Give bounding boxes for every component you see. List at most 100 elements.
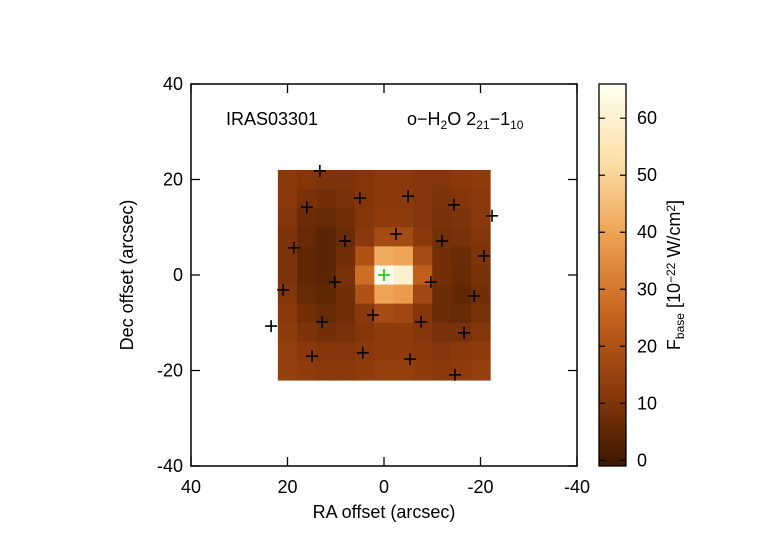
heatmap-cell bbox=[335, 284, 356, 305]
marker bbox=[328, 276, 341, 289]
text-segment: F bbox=[664, 339, 684, 350]
heatmap-cell bbox=[432, 284, 453, 305]
heatmap-cell bbox=[316, 284, 337, 305]
marker bbox=[316, 315, 329, 328]
heatmap-cell bbox=[412, 284, 433, 305]
marker bbox=[353, 192, 366, 205]
heatmap-cell bbox=[374, 341, 395, 362]
heatmap-cell bbox=[335, 189, 356, 209]
marker bbox=[435, 235, 448, 248]
heatmap-cell bbox=[374, 322, 395, 343]
heatmap-cell bbox=[335, 265, 356, 286]
heatmap-cell bbox=[277, 189, 298, 209]
y-tick-label: 20 bbox=[163, 170, 183, 190]
heatmap-cell bbox=[297, 208, 317, 228]
marker bbox=[477, 249, 490, 262]
marker bbox=[378, 269, 390, 281]
colorbar-title: Fbase [10−22 W/cm2] bbox=[664, 200, 687, 350]
colorbar-tick-label: 0 bbox=[637, 450, 647, 470]
heatmap-cell bbox=[470, 208, 491, 228]
heatmap-cell bbox=[297, 189, 317, 209]
heatmap-cell bbox=[316, 189, 337, 209]
x-tick-label: -40 bbox=[564, 477, 590, 497]
heatmap-cell bbox=[451, 303, 472, 324]
colorbar-tick-label: 50 bbox=[637, 165, 657, 185]
heatmap-cell bbox=[374, 208, 395, 228]
heatmap-cell bbox=[451, 284, 472, 305]
heatmap-cell bbox=[277, 227, 298, 247]
heatmap-cell bbox=[355, 169, 375, 190]
heatmap-cell bbox=[432, 303, 453, 324]
heatmap-cell bbox=[393, 189, 414, 209]
heatmap-cell bbox=[470, 303, 491, 324]
heatmap-cell bbox=[432, 189, 453, 209]
heatmap-cell bbox=[451, 208, 472, 228]
heatmap-cell bbox=[316, 265, 337, 286]
heatmap-cell bbox=[355, 360, 375, 381]
heatmap-cell bbox=[316, 246, 337, 266]
heatmap-cell bbox=[412, 246, 433, 266]
heatmap-cell bbox=[393, 284, 414, 305]
y-tick-label: 0 bbox=[173, 265, 183, 285]
colorbar-tick-label: 40 bbox=[637, 222, 657, 242]
heatmap-cell bbox=[355, 246, 375, 266]
heatmap-cell bbox=[277, 265, 298, 286]
heatmap-cell bbox=[393, 360, 414, 381]
heatmap-cell bbox=[335, 169, 356, 190]
marker bbox=[447, 198, 460, 211]
heatmap-cell bbox=[297, 341, 317, 362]
heatmap-cell bbox=[335, 246, 356, 266]
heatmap-cell bbox=[412, 303, 433, 324]
heatmap-cell bbox=[451, 341, 472, 362]
annotation: IRAS03301 bbox=[226, 109, 318, 129]
marker bbox=[366, 309, 379, 322]
heatmap-cell bbox=[355, 303, 375, 324]
heatmap-cell bbox=[393, 303, 414, 324]
text-segment: 21 bbox=[476, 118, 490, 132]
heatmap-cell bbox=[412, 169, 433, 190]
text-segment: ] bbox=[664, 200, 684, 205]
heatmap-cell bbox=[316, 227, 337, 247]
heatmap-cell bbox=[451, 169, 472, 190]
heatmap-cell bbox=[316, 303, 337, 324]
marker bbox=[404, 353, 417, 366]
heatmap-cell bbox=[412, 265, 433, 286]
heatmap-cell bbox=[470, 341, 491, 362]
heatmap-cell bbox=[316, 208, 337, 228]
heatmap-cell bbox=[412, 341, 433, 362]
marker bbox=[390, 227, 403, 240]
heatmap-cell bbox=[393, 169, 414, 190]
heatmap-cell bbox=[470, 169, 491, 190]
marker bbox=[265, 320, 278, 333]
heatmap-cell bbox=[335, 360, 356, 381]
heatmap-cell bbox=[412, 189, 433, 209]
heatmap-cell bbox=[335, 322, 356, 343]
marker bbox=[313, 164, 326, 177]
heatmap-cell bbox=[412, 208, 433, 228]
heatmap-cell bbox=[277, 208, 298, 228]
heatmap-cell bbox=[297, 169, 317, 190]
heatmap-cell bbox=[412, 360, 433, 381]
text-segment: base bbox=[673, 313, 687, 339]
text-segment: −22 bbox=[664, 262, 678, 283]
marker bbox=[448, 368, 461, 381]
heatmap-cell bbox=[393, 246, 414, 266]
heatmap-cell bbox=[451, 246, 472, 266]
heatmap-cell bbox=[393, 265, 414, 286]
heatmap-cell bbox=[335, 303, 356, 324]
heatmap-cell bbox=[355, 265, 375, 286]
heatmap-cell bbox=[432, 246, 453, 266]
text-segment: 2 bbox=[441, 118, 448, 132]
marker bbox=[486, 209, 499, 222]
heatmap-cell bbox=[393, 227, 414, 247]
heatmap-cell bbox=[335, 208, 356, 228]
heatmap-cell bbox=[277, 246, 298, 266]
annotation: o−H2O 221−110 bbox=[407, 109, 524, 132]
heatmap-cell bbox=[277, 169, 298, 190]
heatmap-cell bbox=[393, 341, 414, 362]
heatmap-cell bbox=[316, 169, 337, 190]
y-axis-title: Dec offset (arcsec) bbox=[117, 200, 137, 351]
y-tick-label: -40 bbox=[157, 456, 183, 476]
heatmap-cell bbox=[374, 246, 395, 266]
